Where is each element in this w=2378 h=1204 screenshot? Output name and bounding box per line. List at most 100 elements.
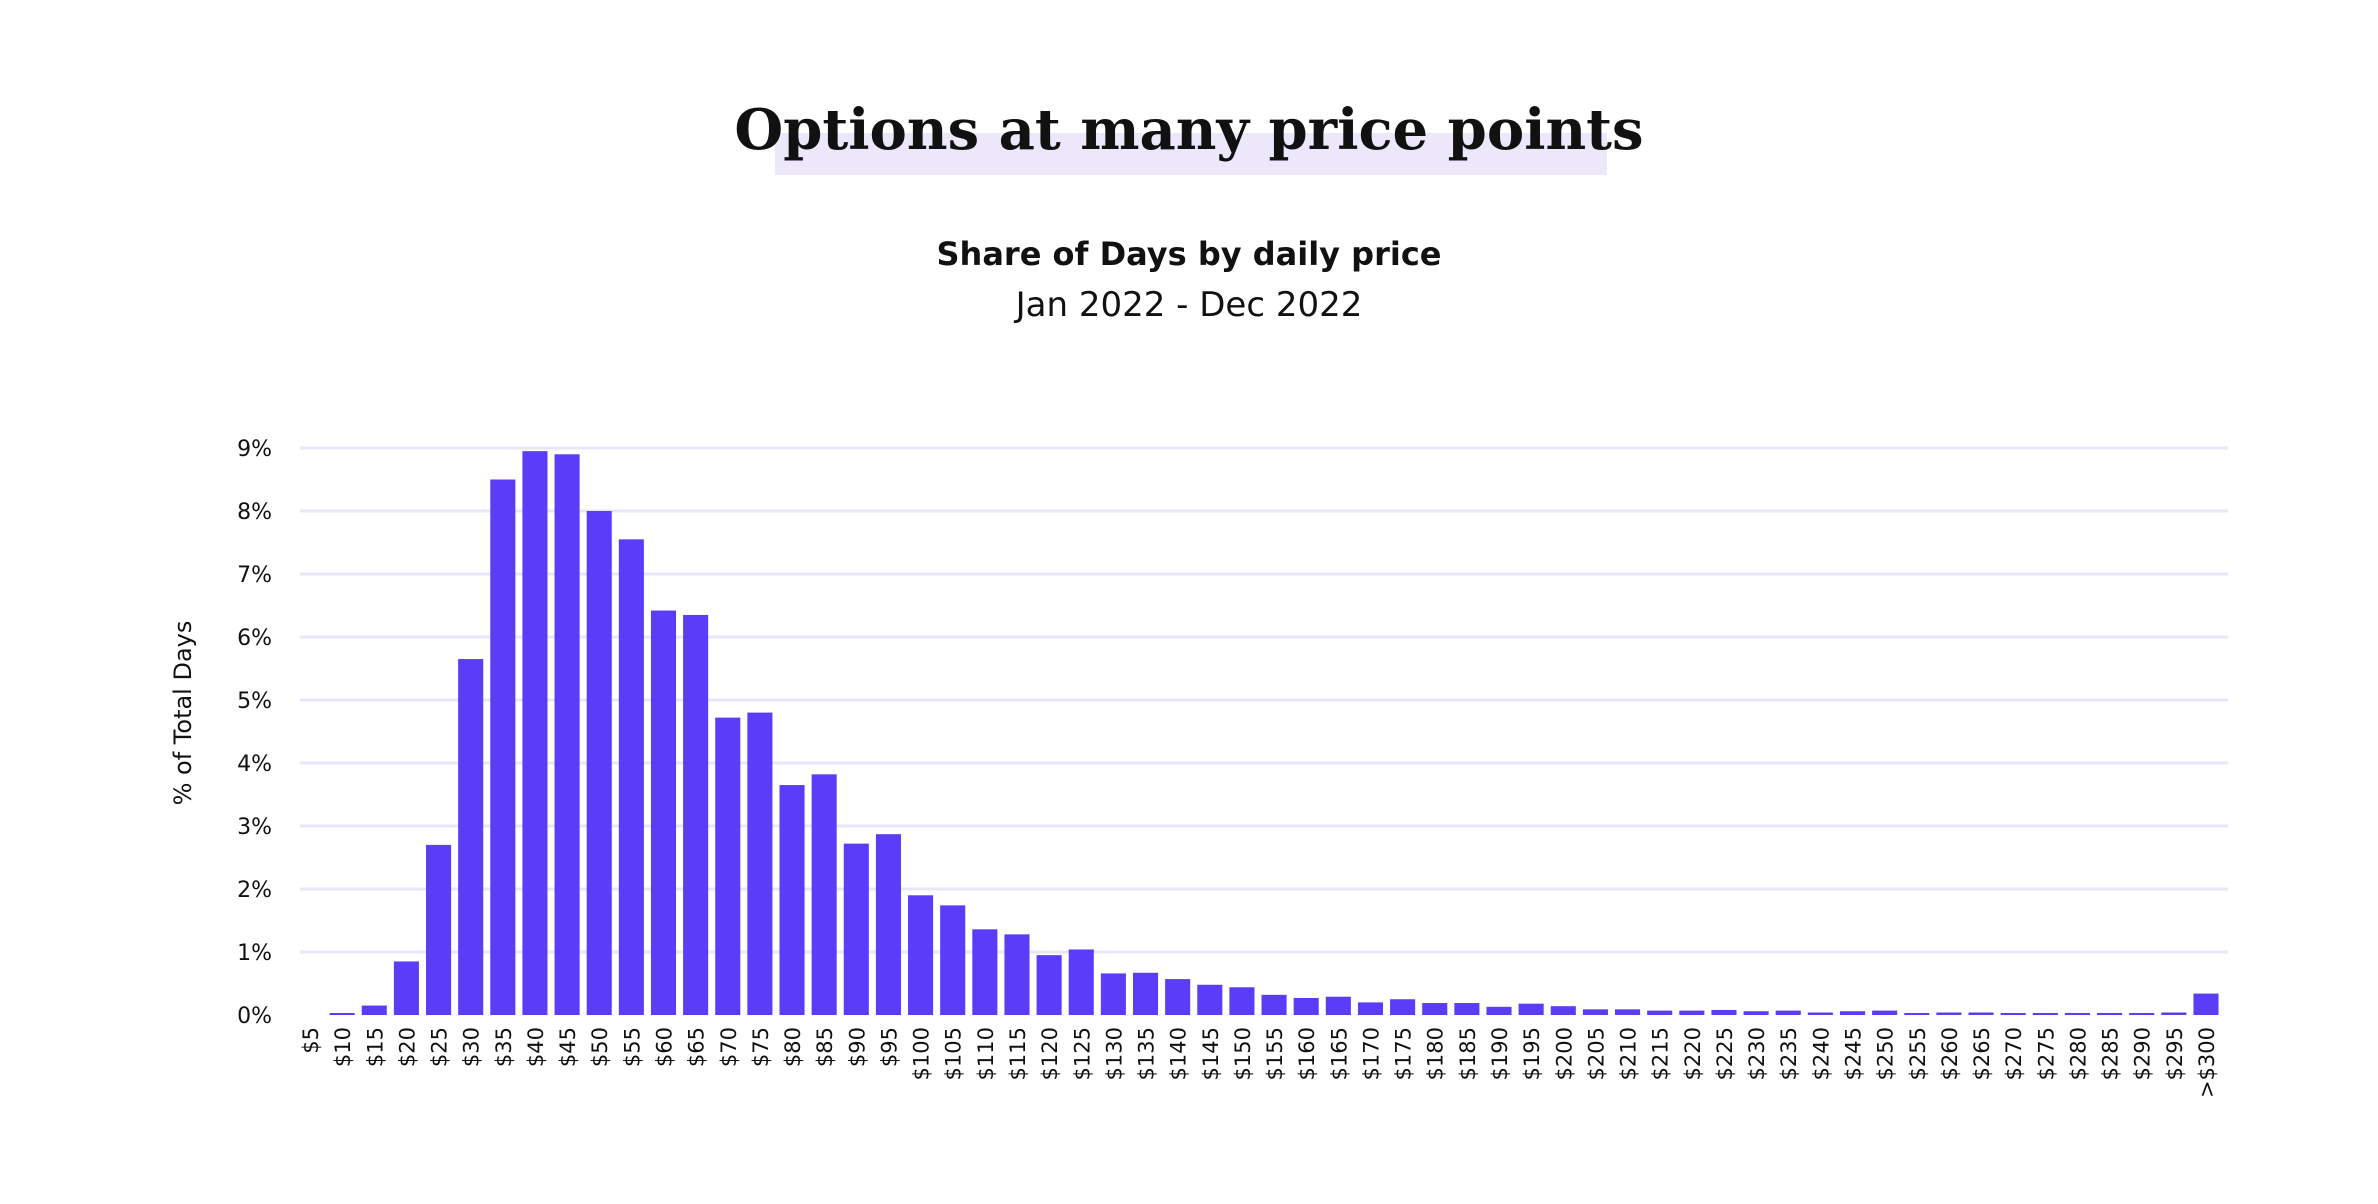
bar — [426, 844, 452, 1015]
bar — [715, 717, 741, 1015]
x-tick-label: $295 — [2163, 1027, 2187, 1080]
x-tick-label: $220 — [1681, 1027, 1705, 1080]
x-tick-label: $110 — [974, 1027, 998, 1080]
x-tick-label: $145 — [1199, 1027, 1223, 1080]
y-axis-ticks: 0% 1% 2% 3% 4% 5% 6% 7% 8% 9% — [237, 437, 272, 1029]
bar — [522, 451, 548, 1015]
x-tick-label: $275 — [2034, 1027, 2058, 1080]
headline-block: Options at many price points — [0, 90, 2378, 190]
bar — [972, 929, 998, 1015]
bar — [1004, 934, 1030, 1015]
x-tick-label: $35 — [492, 1027, 516, 1067]
bar — [1261, 994, 1287, 1015]
x-tick-label: $75 — [749, 1027, 773, 1067]
x-tick-label: $5 — [299, 1027, 323, 1054]
x-tick-label: $105 — [942, 1027, 966, 1080]
bar — [1647, 1010, 1673, 1015]
y-tick-label: 5% — [237, 689, 272, 714]
x-tick-label: $165 — [1327, 1027, 1351, 1080]
y-axis-label: % of Total Days — [169, 621, 197, 806]
x-tick-label: $55 — [620, 1027, 644, 1067]
x-tick-label: $115 — [1006, 1027, 1030, 1080]
y-tick-label: 1% — [237, 941, 272, 966]
bar — [1872, 1010, 1898, 1015]
x-tick-label: $230 — [1745, 1027, 1769, 1080]
x-tick-label: $255 — [1906, 1027, 1930, 1080]
x-tick-label: >$300 — [2195, 1027, 2219, 1098]
bar — [2064, 1013, 2090, 1015]
bar — [2193, 993, 2219, 1015]
x-tick-label: $190 — [1488, 1027, 1512, 1080]
bar — [1390, 999, 1416, 1015]
bar — [2032, 1013, 2058, 1015]
bar — [2161, 1012, 2187, 1015]
x-tick-label: $135 — [1135, 1027, 1159, 1080]
x-tick-label: $280 — [2066, 1027, 2090, 1080]
x-tick-label: $160 — [1295, 1027, 1319, 1080]
x-tick-label: $60 — [652, 1027, 676, 1067]
bars — [329, 451, 2219, 1015]
bar — [1679, 1010, 1705, 1015]
x-axis-ticks: $5 $10 $15 $20 $25 $30 $35 $40 $45 $50 $55 $60 $65 $7… — [299, 1027, 2219, 1098]
x-tick-label: $210 — [1617, 1027, 1641, 1080]
bar — [458, 659, 484, 1015]
y-tick-label: 3% — [237, 815, 272, 840]
bar — [1357, 1002, 1384, 1015]
bar — [1068, 949, 1094, 1015]
x-tick-label: $270 — [2002, 1027, 2026, 1080]
x-tick-label: $120 — [1038, 1027, 1062, 1080]
bar — [1518, 1003, 1544, 1015]
x-tick-label: $85 — [813, 1027, 837, 1067]
bar — [490, 479, 516, 1015]
chart-title: Share of Days by daily price — [936, 235, 1442, 273]
bar — [1197, 984, 1223, 1015]
bar — [1422, 1003, 1448, 1015]
bar — [1936, 1012, 1962, 1015]
x-tick-label: $200 — [1552, 1027, 1576, 1080]
bar — [1550, 1006, 1576, 1015]
x-tick-label: $95 — [877, 1027, 901, 1067]
x-tick-label: $245 — [1842, 1027, 1866, 1080]
x-tick-label: $250 — [1874, 1027, 1898, 1080]
y-tick-label: 2% — [237, 878, 272, 903]
x-tick-label: $235 — [1777, 1027, 1801, 1080]
bar — [2097, 1013, 2123, 1015]
bar — [329, 1013, 355, 1015]
bar — [618, 539, 644, 1015]
bar — [586, 511, 612, 1015]
bar — [1132, 972, 1159, 1015]
bar — [393, 961, 419, 1015]
x-tick-label: $150 — [1231, 1027, 1255, 1080]
y-tick-label: 0% — [237, 1004, 272, 1029]
y-tick-label: 9% — [237, 437, 272, 462]
bar — [1486, 1006, 1512, 1015]
x-tick-label: $20 — [395, 1027, 419, 1067]
page-headline: Options at many price points — [734, 97, 1644, 163]
headline-highlight — [775, 133, 1607, 175]
x-tick-label: $170 — [1359, 1027, 1383, 1080]
x-tick-label: $65 — [685, 1027, 709, 1067]
x-tick-label: $15 — [363, 1027, 387, 1067]
bar — [1454, 1003, 1480, 1015]
bar — [2129, 1013, 2155, 1015]
x-tick-label: $205 — [1584, 1027, 1608, 1080]
y-tick-label: 7% — [237, 563, 272, 588]
bar — [1775, 1010, 1801, 1015]
x-tick-label: $140 — [1167, 1027, 1191, 1080]
bar — [1229, 987, 1255, 1015]
x-tick-label: $45 — [556, 1027, 580, 1067]
bar — [2000, 1013, 2026, 1015]
bar — [361, 1005, 387, 1015]
bar — [940, 905, 966, 1015]
x-tick-label: $260 — [1938, 1027, 1962, 1080]
bar — [1839, 1011, 1866, 1015]
bar — [683, 614, 709, 1015]
x-tick-label: $50 — [588, 1027, 612, 1067]
x-tick-label: $130 — [1102, 1027, 1126, 1080]
y-tick-label: 6% — [237, 626, 272, 651]
x-tick-label: $215 — [1649, 1027, 1673, 1080]
bar — [1100, 973, 1126, 1015]
bar — [908, 895, 934, 1015]
x-tick-label: $80 — [781, 1027, 805, 1067]
x-tick-label: $100 — [910, 1027, 934, 1080]
